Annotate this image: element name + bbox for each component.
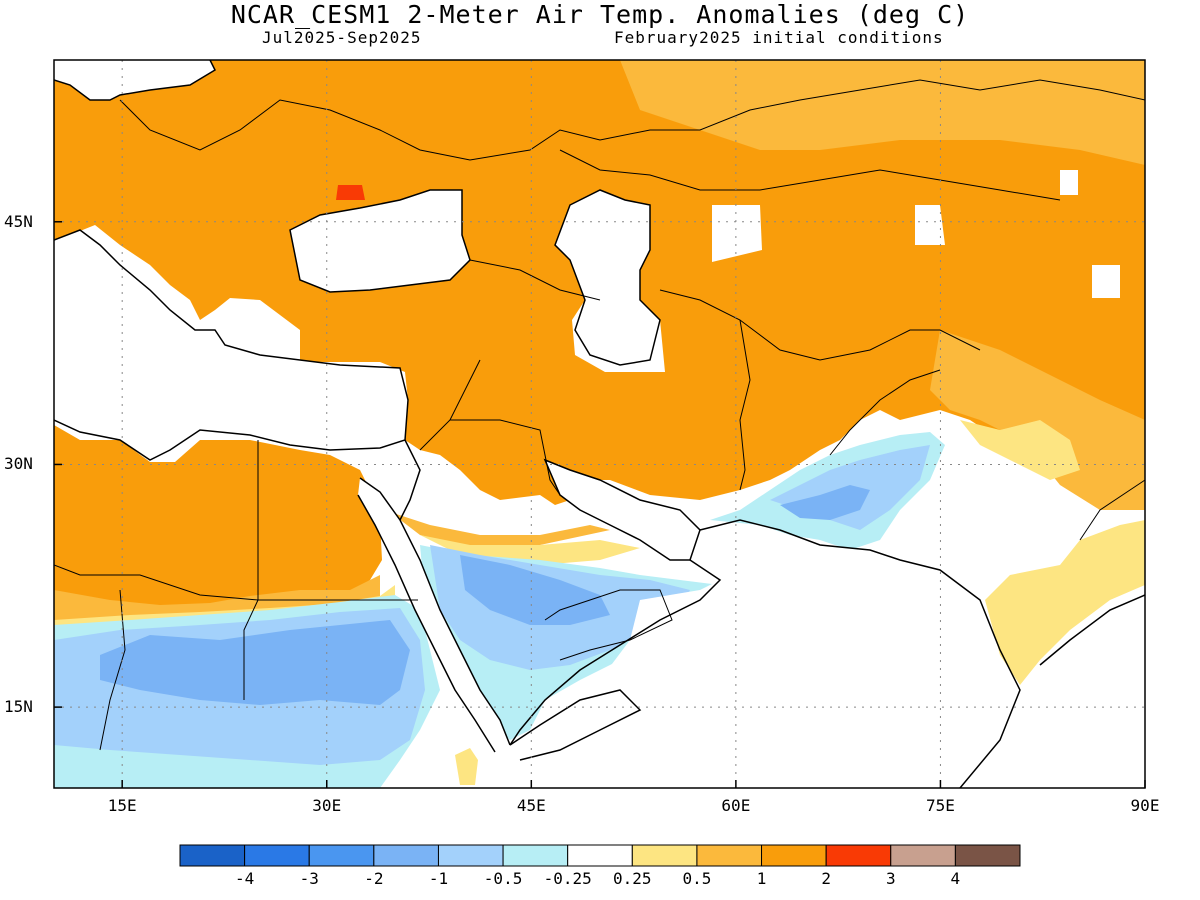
colorbar-swatch: [567, 844, 633, 867]
balkhash-mask: [915, 205, 945, 245]
colorbar-swatch: [631, 844, 698, 867]
colorbar-tick-label: 1: [756, 869, 767, 888]
lat-tick-label: 15N: [4, 697, 33, 717]
colorbar: [179, 844, 1021, 867]
country-borders: [54, 79, 1145, 751]
weak-warm-nepal: [960, 420, 1080, 480]
lat-tick-label: 45N: [4, 211, 33, 231]
colorbar-tick-label: -3: [299, 869, 319, 888]
lon-tick-label: 60E: [721, 796, 751, 815]
colorbar-tick-label: -2: [364, 869, 384, 888]
colorbar-swatch: [244, 844, 310, 867]
hot-spot-ukraine: [336, 185, 365, 200]
initial-conditions: February2025 initial conditions: [614, 28, 944, 47]
lon-tick-label: 90E: [1130, 796, 1160, 815]
colorbar-swatch: [761, 844, 827, 867]
red-sea-mask: [358, 478, 510, 752]
colorbar-tick-label: 3: [885, 869, 896, 888]
arabian-sea-mask: [480, 545, 1020, 788]
colorbar-swatch: [437, 844, 504, 867]
bay-of-bengal-mask: [1010, 600, 1145, 788]
aral-mask: [712, 205, 762, 262]
map-title: NCAR_CESM1 2-Meter Air Temp. Anomalies (…: [230, 0, 970, 29]
baikal-mask: [1060, 170, 1078, 195]
colorbar-tick-label: 0.25: [613, 869, 652, 888]
weak-warm-india: [985, 520, 1145, 685]
mild-warm-central-asia: [620, 60, 1145, 165]
lon-tick-label: 75E: [925, 796, 955, 815]
coastlines: [54, 60, 1145, 788]
colorbar-swatch: [308, 844, 375, 867]
lon-tick-label: 15E: [107, 796, 137, 815]
mediterranean-mask: [54, 230, 408, 460]
cool-strong-arabia: [460, 555, 610, 625]
cool-strong-pakistan: [780, 485, 870, 520]
gulf-mask: [545, 460, 700, 560]
forecast-period: Jul2025-Sep2025: [262, 28, 422, 47]
colorbar-swatch: [502, 844, 569, 867]
colorbar-tick-label: -0.5: [483, 869, 523, 888]
north-sea-mask: [54, 60, 215, 100]
caspian-mask: [555, 190, 665, 372]
mild-warm-himalaya: [930, 330, 1145, 510]
colorbar-tick-label: -4: [234, 869, 255, 888]
black-sea-mask: [290, 190, 470, 292]
colorbar-swatch: [954, 844, 1021, 867]
mild-warm-arabia-band: [390, 512, 610, 548]
lon-tick-label: 30E: [312, 796, 342, 815]
colorbar-swatch: [696, 844, 763, 867]
colorbar-swatch: [890, 844, 956, 867]
lat-tick-label: 30N: [4, 454, 33, 474]
weak-warm-yemen: [455, 748, 478, 785]
colorbar-tick-label: -1: [428, 869, 449, 888]
colorbar-tick-label: -0.25: [543, 869, 592, 888]
cool-strong-sahel: [100, 620, 410, 705]
colorbar-tick-label: 0.5: [682, 869, 712, 888]
issyk-mask: [1092, 265, 1120, 298]
colorbar-swatch: [179, 844, 246, 867]
tick-marks: [54, 221, 1146, 788]
plot-frame: [53, 59, 1146, 789]
colorbar-swatch: [373, 844, 439, 867]
warm-region-africa: [54, 425, 382, 610]
colorbar-tick-label: 2: [821, 869, 831, 888]
mild-warm-africa-band: [54, 575, 380, 625]
colorbar-tick-label: 4: [950, 869, 961, 888]
lon-tick-label: 45E: [516, 796, 546, 815]
grid: [54, 60, 1145, 788]
colorbar-swatch: [825, 844, 892, 867]
